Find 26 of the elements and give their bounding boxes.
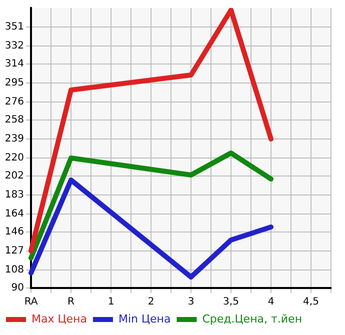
y-tick-label: 127 [4, 246, 24, 257]
y-tick-label: 90 [11, 282, 24, 294]
y-tick-label: 146 [4, 226, 24, 238]
legend-label: Min Цена [118, 312, 171, 326]
x-tick-label: RA [24, 296, 38, 308]
x-tick-label: 2 [148, 296, 154, 308]
y-tick-label: 351 [4, 22, 24, 33]
x-tick-label: 3,5 [223, 296, 239, 308]
x-tick-label: R [68, 296, 75, 308]
x-tick-label: 4 [268, 296, 274, 308]
y-tick-label: 332 [4, 40, 24, 52]
x-tick-label: 3 [188, 296, 194, 308]
y-tick-label: 276 [4, 96, 24, 108]
x-tick-label: 4,5 [303, 296, 319, 308]
y-tick-label: 239 [4, 134, 24, 145]
legend-label: Сред.Цена, т.йен [202, 312, 302, 326]
y-tick-label: 220 [4, 152, 24, 164]
legend-label: Max Цена [32, 312, 87, 326]
y-tick-label: 258 [4, 114, 24, 126]
x-tick-label: 1 [108, 296, 114, 308]
y-tick-label: 202 [4, 170, 24, 182]
y-tick-label: 164 [4, 208, 24, 220]
y-tick-label: 108 [4, 264, 24, 276]
y-tick-label: 183 [4, 190, 24, 201]
y-tick-label: 295 [4, 78, 24, 89]
y-tick-label: 314 [4, 58, 24, 70]
